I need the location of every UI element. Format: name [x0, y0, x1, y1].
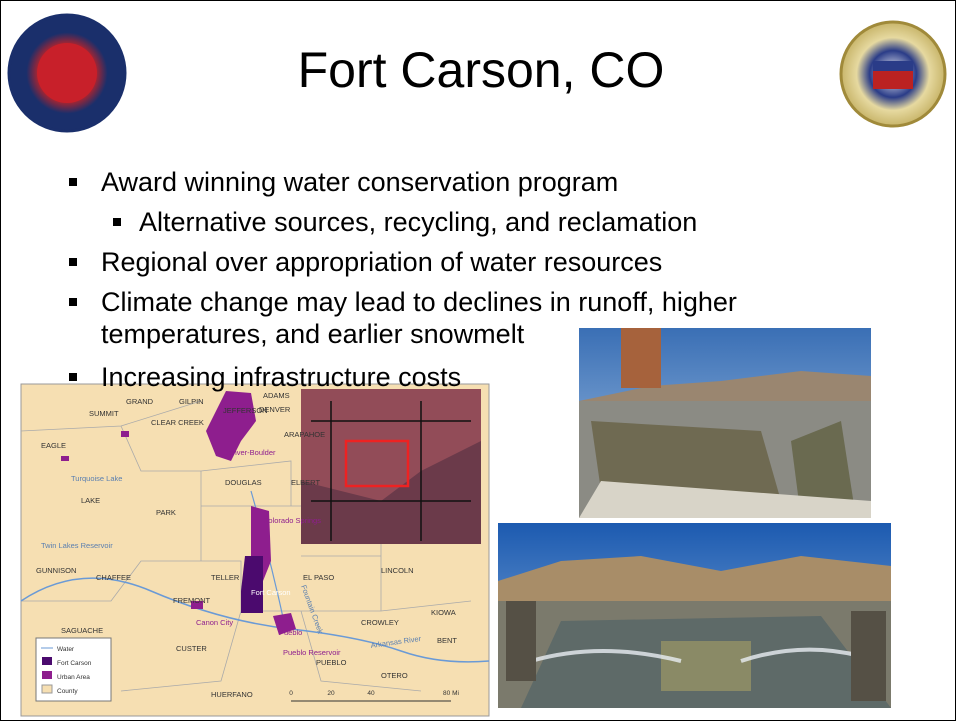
map-label: Pueblo — [279, 628, 302, 637]
legend-label: Water — [57, 646, 75, 653]
map-label: TELLER — [211, 573, 240, 582]
bullet: Regional over appropriation of water res… — [101, 247, 662, 277]
map-label: DOUGLAS — [225, 478, 262, 487]
map-label: Denver-Boulder — [223, 448, 276, 457]
map-label: Twin Lakes Reservoir — [41, 541, 113, 550]
scale-label: 0 — [289, 690, 293, 697]
map-label: CHAFFEE — [96, 573, 131, 582]
photo-top — [579, 328, 871, 518]
bullet: Increasing infrastructure costs — [101, 362, 461, 392]
map-label: BENT — [437, 636, 457, 645]
map-label: HUERFANO — [211, 690, 253, 699]
logo-right — [841, 22, 945, 126]
map-label: EL PASO — [303, 573, 334, 582]
slide: GRANDGILPINADAMSSUMMITJEFFERSONDENVERCLE… — [0, 0, 956, 721]
map-label: OTERO — [381, 671, 408, 680]
photo-bottom — [498, 523, 891, 708]
map-label: Fort Carson — [251, 588, 291, 597]
map-label: PARK — [156, 508, 176, 517]
sub-bullet: Alternative sources, recycling, and recl… — [139, 207, 697, 237]
map-label: GUNNISON — [36, 566, 76, 575]
bullet: Climate change may lead to declines in r… — [101, 287, 737, 317]
logo-left — [9, 15, 125, 131]
map-label: ELBERT — [291, 478, 320, 487]
map-label: LINCOLN — [381, 566, 414, 575]
map-label: KIOWA — [431, 608, 456, 617]
map-label: EAGLE — [41, 441, 66, 450]
map-label: SUMMIT — [89, 409, 119, 418]
bullet: Award winning water conservation program — [101, 167, 618, 197]
map-label: SAGUACHE — [61, 626, 103, 635]
map-label: Colorado Springs — [263, 516, 321, 525]
scale-label: 40 — [367, 690, 375, 697]
map-label: GRAND — [126, 397, 154, 406]
map-label: Canon City — [196, 618, 233, 627]
map-label: ARAPAHOE — [284, 430, 325, 439]
map-label: PUEBLO — [316, 658, 347, 667]
scale-label: 80 Mi — [443, 690, 459, 697]
legend-label: Urban Area — [57, 674, 90, 681]
legend-label: County — [57, 688, 78, 695]
scale-label: 20 — [327, 690, 335, 697]
map-label: CLEAR CREEK — [151, 418, 204, 427]
map-label: CROWLEY — [361, 618, 399, 627]
map-label: FREMONT — [173, 596, 210, 605]
map-label: CUSTER — [176, 644, 207, 653]
map-label: LAKE — [81, 496, 100, 505]
title: Fort Carson, CO — [151, 41, 811, 99]
legend-label: Fort Carson — [57, 660, 92, 667]
map-label: Pueblo Reservoir — [283, 648, 341, 657]
bullet-continuation: temperatures, and earlier snowmelt — [101, 319, 524, 349]
map-label: ADAMS — [263, 391, 290, 400]
map-label: Turquoise Lake — [71, 474, 122, 483]
map-label: DENVER — [259, 405, 291, 414]
map-label: GILPIN — [179, 397, 204, 406]
